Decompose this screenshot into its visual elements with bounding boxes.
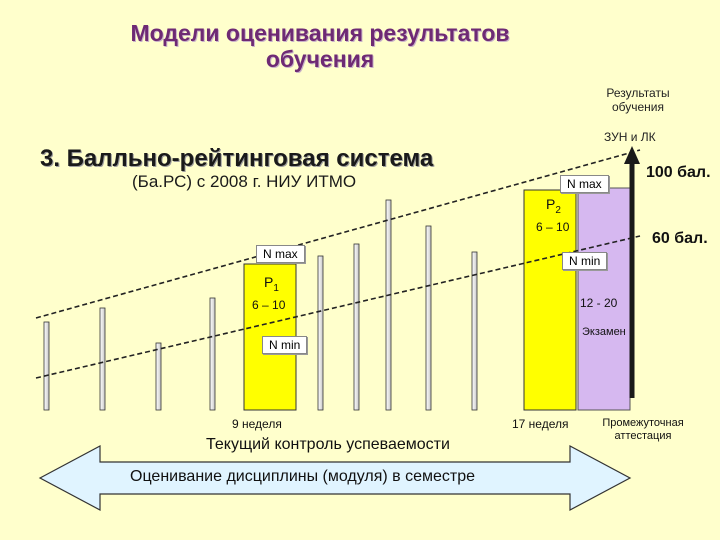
results-arrow — [624, 146, 640, 398]
system-subtitle: (Ба.РС) с 2008 г. НИУ ИТМО — [132, 172, 357, 191]
exam-range: 12 - 20 — [580, 296, 618, 310]
system-title: 3. Балльно-рейтинговая система — [40, 145, 434, 172]
p1-range: 6 – 10 — [252, 298, 286, 312]
n-max-line — [35, 149, 641, 319]
page-title: Модели оценивания результатов обучения — [130, 20, 510, 72]
week9-label: 9 неделя — [232, 417, 282, 431]
exam-label: Экзамен — [582, 326, 626, 338]
zun-label: ЗУН и ЛК — [604, 130, 656, 144]
week17-label: 17 неделя — [512, 417, 569, 431]
weekly-bars — [43, 199, 478, 411]
pass-points-label: 60 бал. — [652, 230, 708, 247]
current-control-label: Текущий контроль успеваемости — [206, 436, 450, 453]
semester-arrow-label: Оценивание дисциплины (модуля) в семестр… — [130, 468, 476, 485]
intermediate-label: Промежуточная аттестация — [602, 417, 684, 442]
p2-range: 6 – 10 — [536, 220, 570, 234]
p1-nmin-box: N min — [262, 336, 308, 354]
p2-label: P2 — [546, 196, 561, 216]
p2-nmin-box: N min — [562, 252, 608, 270]
p2-bar — [523, 189, 577, 411]
p2-nmax-box: N max — [560, 175, 609, 193]
p1-nmax-box: N max — [256, 245, 305, 263]
semester-arrow — [38, 445, 632, 511]
max-points-label: 100 бал. — [646, 164, 711, 181]
results-label: Результаты обучения — [606, 86, 670, 114]
p1-label: P1 — [264, 274, 279, 294]
exam-bar — [577, 187, 631, 411]
